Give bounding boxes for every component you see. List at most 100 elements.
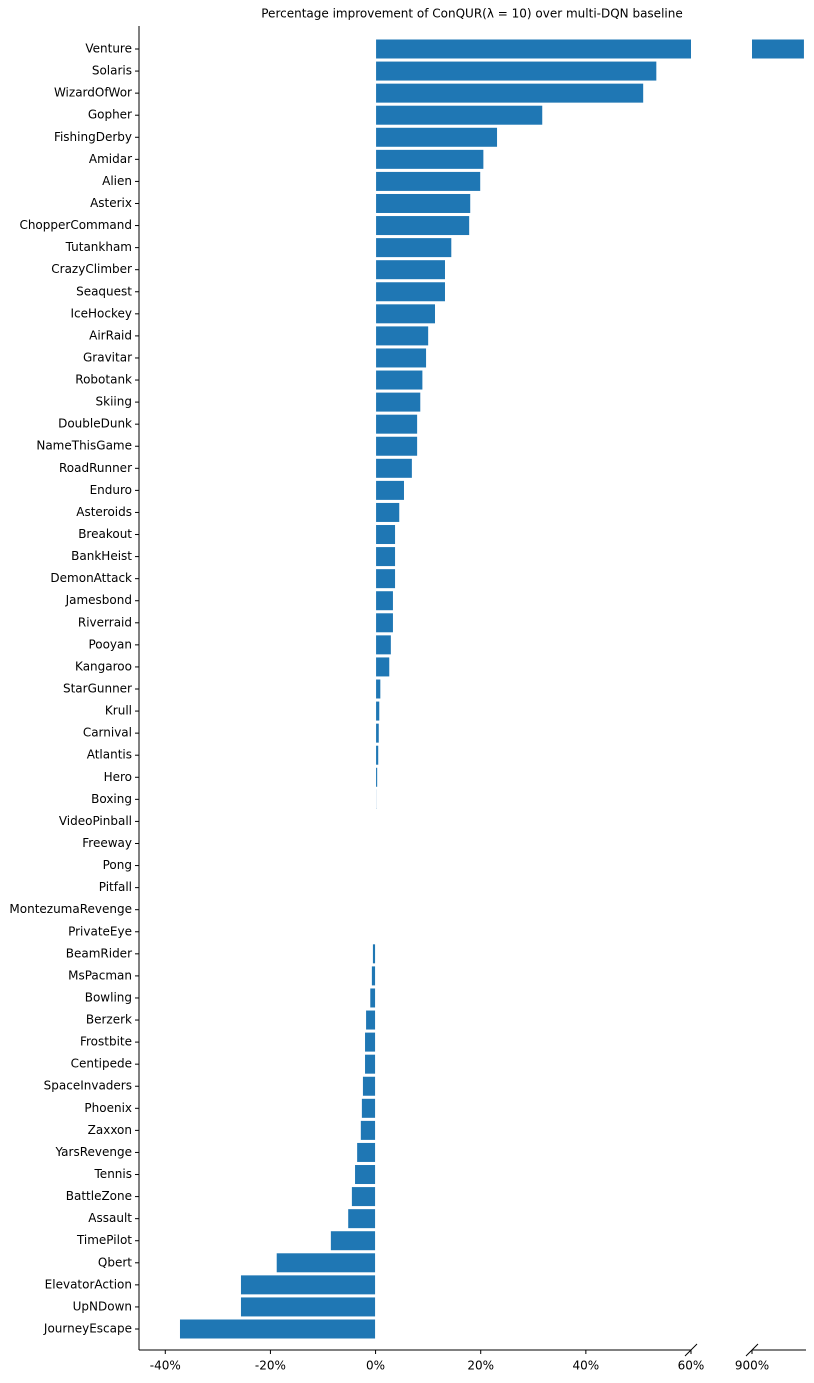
y-tick-label: Hero (104, 770, 132, 784)
y-tick-label: Carnival (83, 726, 132, 740)
x-tick-label: 0% (366, 1359, 385, 1373)
y-tick-label: Bowling (85, 990, 132, 1004)
bar (355, 1165, 376, 1185)
y-tick-label: Boxing (91, 792, 132, 806)
y-tick-label: JourneyEscape (43, 1322, 132, 1336)
bar (240, 1275, 375, 1295)
y-tick-label: Breakout (78, 527, 132, 541)
y-tick-label: Robotank (75, 373, 132, 387)
bar (376, 216, 470, 236)
y-tick-label: BattleZone (66, 1189, 132, 1203)
bar (376, 480, 405, 500)
y-tick-label: Frostbite (80, 1035, 132, 1049)
bar (376, 127, 498, 147)
y-tick-label: FishingDerby (54, 130, 132, 144)
y-tick-label: ElevatorAction (45, 1277, 132, 1291)
y-tick-label: Atlantis (87, 748, 132, 762)
y-tick-label: Tutankham (65, 240, 132, 254)
bar (365, 1054, 376, 1074)
y-tick-label: Gravitar (83, 350, 132, 364)
bar (376, 326, 429, 346)
y-tick-label: Asterix (90, 196, 132, 210)
bar (376, 83, 644, 103)
bar (372, 944, 375, 964)
y-tick-label: Seaquest (76, 284, 132, 298)
bar (376, 348, 427, 368)
y-tick-label: Pooyan (88, 637, 132, 651)
y-tick-label: UpNDown (73, 1299, 132, 1313)
bar (376, 458, 413, 478)
bar (376, 149, 484, 169)
y-tick-label: IceHockey (71, 306, 133, 320)
bar (330, 1231, 375, 1251)
bar (376, 525, 396, 545)
y-tick-label: MontezumaRevenge (9, 902, 132, 916)
y-tick-label: DoubleDunk (58, 417, 132, 431)
bar (376, 569, 396, 589)
bar (362, 1076, 375, 1096)
y-tick-label: NameThisGame (36, 439, 132, 453)
bar (376, 591, 394, 611)
y-tick-label: StarGunner (63, 682, 132, 696)
y-tick-label: Centipede (71, 1057, 132, 1071)
x-tick-label: 900% (735, 1359, 769, 1373)
bar (376, 811, 377, 831)
bar (376, 613, 394, 633)
y-tick-label: Zaxxon (88, 1123, 132, 1137)
bar (366, 1010, 376, 1030)
bar (376, 436, 418, 456)
bar (376, 171, 481, 191)
bar (376, 392, 421, 412)
y-tick-label: Alien (102, 174, 132, 188)
bar (376, 767, 378, 787)
bar (376, 39, 814, 59)
bar (376, 105, 543, 125)
y-tick-label: Asteroids (76, 505, 132, 519)
y-tick-label: Freeway (82, 836, 132, 850)
bar (376, 502, 400, 522)
bar (376, 701, 380, 721)
y-tick-label: DemonAttack (50, 571, 132, 585)
y-tick-label: ChopperCommand (19, 218, 132, 232)
y-tick-label: Solaris (92, 64, 132, 78)
y-tick-label: Kangaroo (75, 659, 132, 673)
y-tick-label: YarsRevenge (55, 1145, 133, 1159)
bar (376, 679, 381, 699)
bar (370, 988, 376, 1008)
bar (376, 282, 446, 302)
y-tick-label: Amidar (89, 152, 132, 166)
y-tick-label: TimePilot (76, 1233, 132, 1247)
bar (376, 547, 396, 567)
y-tick-label: Skiing (96, 395, 132, 409)
bar (357, 1142, 376, 1162)
x-tick-label: -40% (150, 1359, 181, 1373)
y-tick-label: Berzerk (86, 1013, 132, 1027)
bar (365, 1032, 376, 1052)
bar (376, 723, 380, 743)
bar (376, 414, 418, 434)
bar (376, 238, 452, 258)
y-tick-label: Phoenix (84, 1101, 132, 1115)
y-tick-label: Venture (85, 42, 132, 56)
y-tick-label: Tennis (94, 1167, 132, 1181)
y-tick-label: Gopher (88, 108, 132, 122)
y-tick-label: Riverraid (78, 615, 132, 629)
bar (376, 745, 379, 765)
bar (376, 370, 423, 390)
bar (376, 61, 657, 81)
y-tick-label: WizardOfWor (54, 86, 132, 100)
y-tick-label: BankHeist (71, 549, 132, 563)
bar (179, 1319, 375, 1339)
bar (351, 1187, 375, 1207)
bar (376, 657, 390, 677)
bar (376, 635, 392, 655)
y-tick-label: VideoPinball (59, 814, 132, 828)
bar (376, 789, 377, 809)
y-tick-label: RoadRunner (59, 461, 132, 475)
x-tick-label: -20% (255, 1359, 286, 1373)
y-tick-label: Qbert (98, 1255, 132, 1269)
y-tick-label: Pong (103, 858, 132, 872)
y-tick-label: BeamRider (66, 946, 132, 960)
x-tick-label: 60% (678, 1359, 705, 1373)
